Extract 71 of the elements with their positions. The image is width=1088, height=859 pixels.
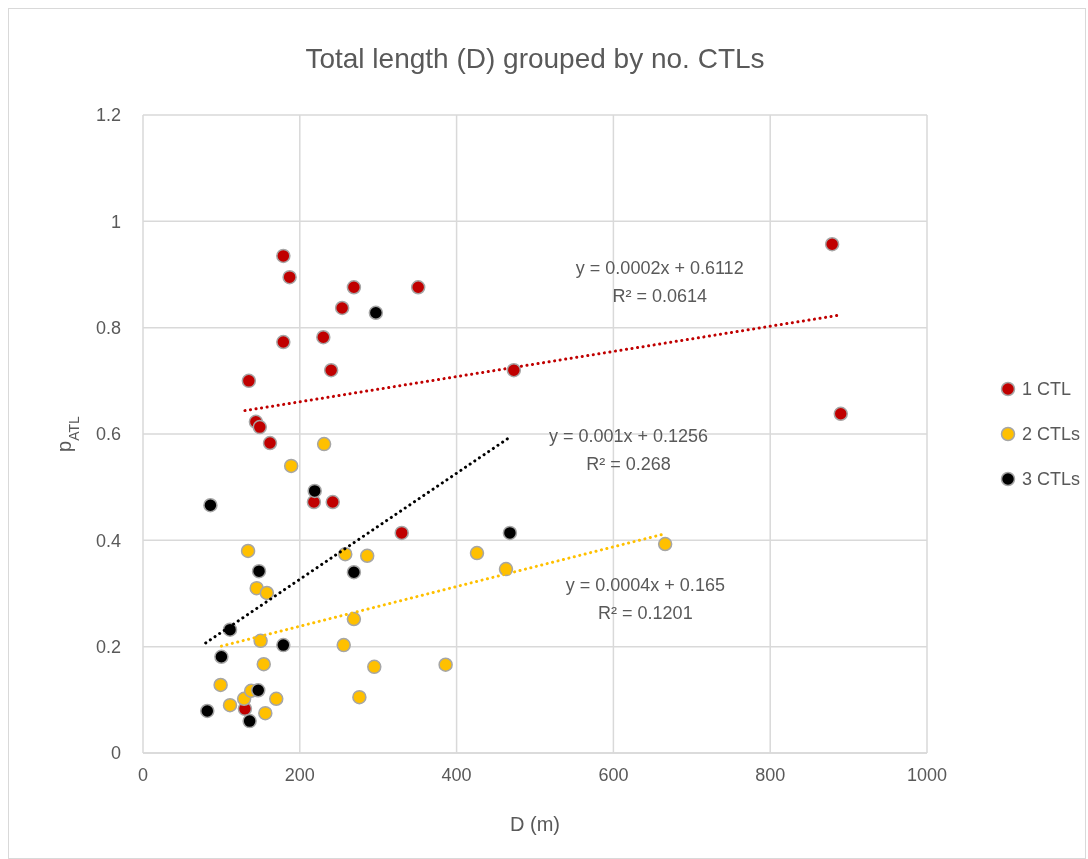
point [346, 564, 362, 580]
annotation: y = 0.0004x + 0.165 [565, 575, 725, 596]
point [241, 373, 257, 389]
annotation: y = 0.001x + 0.1256 [548, 426, 709, 447]
point [346, 611, 362, 627]
point [323, 362, 339, 378]
legend-label: 1 CTL [1022, 379, 1072, 400]
point [336, 637, 351, 653]
chart-title: Total length (D) grouped by no. CTLs [305, 43, 765, 74]
point [367, 659, 382, 675]
point [276, 637, 291, 653]
point [316, 436, 332, 452]
point [259, 585, 275, 601]
y-tick-label: 0.2 [95, 636, 121, 657]
point [251, 563, 267, 579]
point [258, 705, 273, 721]
point [352, 689, 367, 705]
point [213, 677, 228, 693]
point [338, 546, 353, 562]
point [269, 691, 284, 707]
point [214, 649, 229, 665]
x-tick-label: 400 [441, 765, 472, 785]
legend-label: 3 CTLs [1022, 469, 1081, 490]
point [262, 435, 278, 451]
point [334, 300, 350, 316]
point [282, 269, 297, 285]
point [222, 697, 238, 713]
point [307, 483, 322, 499]
point [502, 525, 518, 541]
point [833, 406, 849, 422]
y-tick-label: 1.2 [95, 105, 121, 126]
point [325, 494, 340, 510]
legend-label: 2 CTLs [1022, 424, 1081, 445]
point [242, 713, 257, 729]
x-tick-label: 600 [598, 765, 629, 785]
annotation: R² = 0.268 [586, 454, 671, 475]
x-tick-label: 200 [284, 765, 315, 785]
point [359, 548, 375, 563]
x-tick-label: 0 [137, 765, 149, 785]
point [256, 656, 271, 672]
y-tick-label: 0.6 [95, 424, 121, 445]
point [469, 545, 485, 561]
point [368, 305, 384, 321]
point [283, 458, 299, 474]
point [203, 497, 218, 513]
annotation: y = 0.0002x + 0.6112 [575, 258, 744, 279]
point [200, 703, 215, 719]
point [657, 536, 673, 552]
point [251, 683, 266, 698]
point [252, 419, 268, 435]
point [824, 236, 840, 252]
point [276, 334, 291, 350]
y-tick-label: 0.4 [95, 530, 121, 551]
point [410, 280, 426, 295]
y-tick-label: 0.8 [95, 317, 121, 338]
point [346, 280, 362, 295]
annotation: R² = 0.0614 [612, 286, 708, 307]
x-tick-label: 800 [755, 765, 786, 785]
point [316, 329, 331, 345]
point [253, 633, 268, 649]
x-axis-title: D (m) [510, 813, 560, 835]
x-tick-label: 1000 [906, 765, 948, 785]
point [498, 561, 514, 577]
point [438, 657, 453, 672]
point [276, 248, 291, 264]
point [240, 543, 256, 559]
annotation: R² = 0.1201 [598, 603, 693, 624]
point [394, 525, 409, 541]
y-tick-label: 1 [110, 211, 121, 232]
y-tick-label: 0 [110, 743, 121, 764]
point [506, 362, 522, 378]
